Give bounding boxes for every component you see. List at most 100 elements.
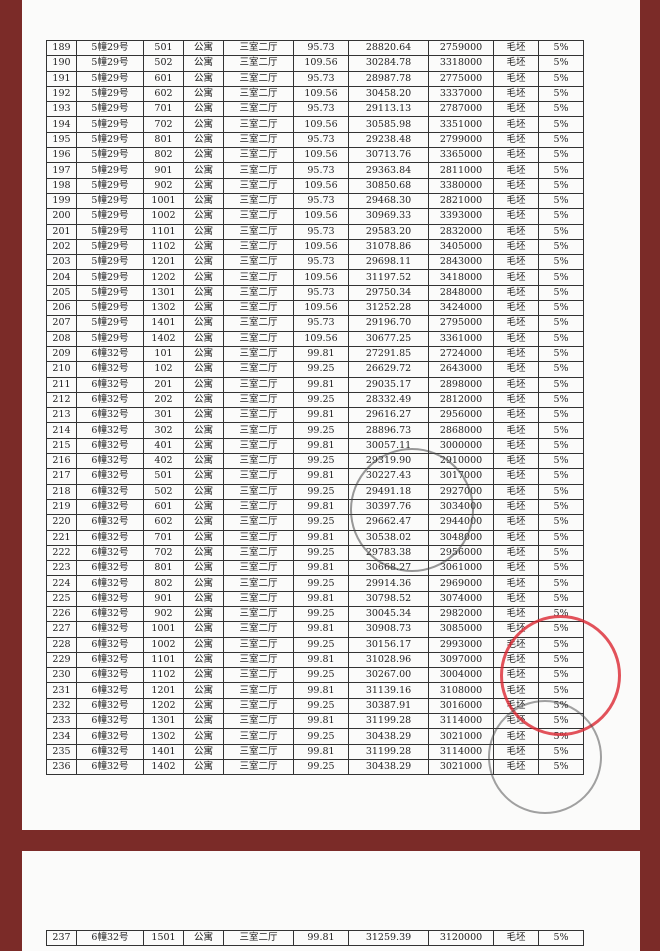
table-cell: 公寓 (183, 667, 224, 684)
price-table: 189 5幢29号 501 公寓 三室二厅 95.73 28820.64 2759000 毛坯 5… (46, 39, 584, 776)
table-cell: 3337000 (428, 85, 494, 103)
table-cell: 公寓 (183, 300, 224, 317)
table-cell: 602 (143, 514, 184, 531)
table-cell: 5幢29号 (76, 284, 144, 302)
table-cell: 5% (538, 269, 584, 286)
table-cell: 6幢32号 (76, 345, 144, 363)
table-cell: 29698.11 (348, 254, 429, 271)
table-cell: 99.25 (293, 514, 349, 531)
table-cell: 2759000 (428, 39, 494, 57)
table-cell: 109.56 (293, 177, 349, 194)
table-cell: 2868000 (428, 422, 494, 439)
table-row: 237 6幢32号 1501 公寓 三室二厅 99.81 31259.39 3120000 毛坯… (46, 929, 584, 947)
table-cell: 5% (538, 330, 584, 347)
table-cell: 毛坯 (493, 483, 539, 500)
table-cell: 毛坯 (493, 651, 539, 669)
table-cell: 5幢29号 (76, 177, 144, 194)
table-row: 230 6幢32号 1102 公寓 三室二厅 99.25 30267.00 3004000 毛坯… (46, 667, 584, 684)
table-cell: 5% (538, 208, 584, 225)
table-cell: 公寓 (183, 929, 224, 947)
table-cell: 801 (143, 560, 184, 577)
table-cell: 5% (538, 605, 584, 623)
table-row: 200 5幢29号 1002 公寓 三室二厅 109.56 30969.33 3393000 毛… (46, 208, 584, 225)
table-cell: 三室二厅 (223, 162, 294, 179)
table-cell: 31028.96 (348, 651, 429, 669)
table-cell: 95.73 (293, 39, 349, 57)
table-row: 225 6幢32号 901 公寓 三室二厅 99.81 30798.52 3074000 毛坯 5… (46, 590, 584, 607)
table-cell: 5% (538, 192, 584, 210)
table-cell: 109.56 (293, 208, 349, 225)
table-cell: 216 (46, 453, 77, 470)
table-cell: 毛坯 (493, 575, 539, 592)
table-cell: 三室二厅 (223, 391, 294, 409)
table-cell: 5幢29号 (76, 315, 144, 332)
table-cell: 6幢32号 (76, 468, 144, 485)
table-cell: 2956000 (428, 544, 494, 562)
table-cell: 公寓 (183, 560, 224, 577)
table-cell: 5% (538, 697, 584, 715)
table-cell: 三室二厅 (223, 330, 294, 347)
table-cell: 3351000 (428, 116, 494, 133)
table-cell: 三室二厅 (223, 514, 294, 531)
table-cell: 5% (538, 300, 584, 317)
table-cell: 5% (538, 758, 584, 776)
table-cell: 3114000 (428, 713, 494, 730)
table-cell: 6幢32号 (76, 422, 144, 439)
table-cell: 5% (538, 743, 584, 760)
table-cell: 30156.17 (348, 636, 429, 653)
table-cell: 1302 (143, 300, 184, 317)
table-cell: 109.56 (293, 300, 349, 317)
table-cell: 公寓 (183, 713, 224, 730)
table-row: 216 6幢32号 402 公寓 三室二厅 99.25 29319.90 2910000 毛坯 5… (46, 453, 584, 470)
table-cell: 28896.73 (348, 422, 429, 439)
table-cell: 109.56 (293, 330, 349, 347)
table-cell: 三室二厅 (223, 560, 294, 577)
table-cell: 5% (538, 422, 584, 439)
table-cell: 2811000 (428, 162, 494, 179)
table-cell: 222 (46, 544, 77, 562)
table-cell: 30713.76 (348, 147, 429, 164)
table-row: 198 5幢29号 902 公寓 三室二厅 109.56 30850.68 3380000 毛坯… (46, 177, 584, 194)
table-cell: 1301 (143, 713, 184, 730)
table-cell: 99.25 (293, 605, 349, 623)
table-cell: 三室二厅 (223, 70, 294, 87)
table-cell: 212 (46, 391, 77, 409)
table-cell: 5% (538, 70, 584, 87)
table-cell: 5% (538, 391, 584, 409)
table-cell: 5% (538, 162, 584, 179)
table-cell: 公寓 (183, 575, 224, 592)
table-cell: 2982000 (428, 605, 494, 623)
table-cell: 29113.13 (348, 101, 429, 118)
table-cell: 5幢29号 (76, 101, 144, 118)
table-cell: 95.73 (293, 284, 349, 302)
table-cell: 5% (538, 437, 584, 455)
table-cell: 公寓 (183, 743, 224, 760)
table-cell: 204 (46, 269, 77, 286)
table-cell: 5% (538, 590, 584, 607)
table-cell: 2843000 (428, 254, 494, 271)
table-cell: 2927000 (428, 483, 494, 500)
table-cell: 3365000 (428, 147, 494, 164)
table-cell: 5% (538, 483, 584, 500)
table-cell: 公寓 (183, 192, 224, 210)
table-cell: 31078.86 (348, 238, 429, 256)
table-cell: 192 (46, 85, 77, 103)
table-cell: 2969000 (428, 575, 494, 592)
table-cell: 30538.02 (348, 529, 429, 546)
table-cell: 209 (46, 345, 77, 363)
table-cell: 99.81 (293, 407, 349, 424)
table-cell: 99.81 (293, 713, 349, 730)
table-cell: 毛坯 (493, 422, 539, 439)
table-row: 217 6幢32号 501 公寓 三室二厅 99.81 30227.43 3017000 毛坯 5… (46, 468, 584, 485)
table-cell: 702 (143, 544, 184, 562)
table-cell: 5% (538, 728, 584, 745)
table-cell: 29616.27 (348, 407, 429, 424)
table-cell: 毛坯 (493, 116, 539, 133)
table-cell: 99.81 (293, 529, 349, 546)
table-cell: 公寓 (183, 728, 224, 745)
table-cell: 30227.43 (348, 468, 429, 485)
table-cell: 毛坯 (493, 667, 539, 684)
table-cell: 99.25 (293, 361, 349, 378)
table-cell: 毛坯 (493, 391, 539, 409)
table-cell: 5% (538, 116, 584, 133)
